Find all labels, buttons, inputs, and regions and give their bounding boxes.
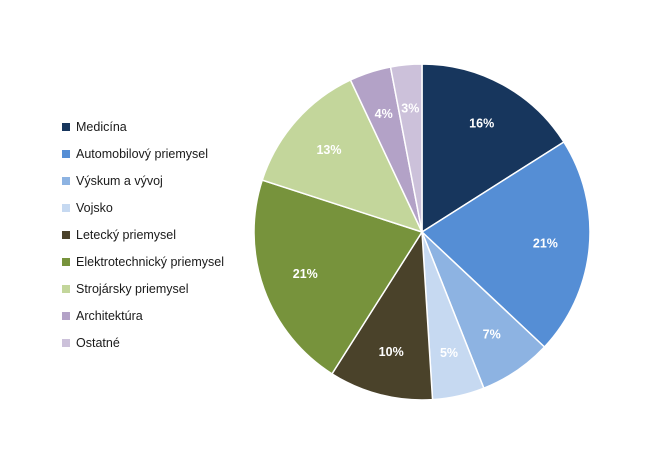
legend-item-medicina: Medicína: [62, 114, 224, 141]
legend-label: Automobilový priemysel: [76, 147, 208, 162]
legend-label: Výskum a vývoj: [76, 174, 163, 189]
pie-slice: [421, 63, 565, 234]
legend-item-strojarsky-priemysel: Strojársky priemysel: [62, 275, 224, 302]
legend-swatch: [62, 311, 70, 320]
legend-swatch: [62, 257, 70, 266]
legend-item-vyskum-a-vyvoj: Výskum a vývoj: [62, 168, 224, 195]
slice-data-label: 10%: [379, 345, 404, 359]
pie-slice: [330, 229, 434, 401]
slice-data-label: 21%: [533, 237, 558, 251]
pie-slice: [420, 140, 591, 349]
chart-legend: Medicína Automobilový priemysel Výskum a…: [62, 114, 224, 356]
pie-slice: [253, 179, 424, 375]
slice-data-label: 7%: [483, 328, 501, 342]
slice-data-label: 5%: [440, 346, 458, 360]
pie-slice: [389, 63, 423, 233]
legend-swatch: [62, 231, 70, 239]
legend-item-automobilovy-priemysel: Automobilový priemysel: [62, 141, 224, 168]
legend-swatch: [62, 150, 70, 159]
legend-label: Strojársky priemysel: [76, 281, 189, 296]
legend-item-ostatne: Ostatné: [62, 329, 224, 356]
legend-label: Medicína: [76, 120, 127, 135]
slice-data-label: 4%: [375, 107, 393, 121]
legend-swatch: [62, 123, 70, 132]
legend-label: Ostatné: [76, 335, 120, 350]
pie-slice: [261, 78, 424, 234]
legend-item-architektura: Architektúra: [62, 302, 224, 329]
legend-swatch: [62, 177, 70, 186]
legend-swatch: [62, 338, 70, 347]
legend-label: Letecký priemysel: [76, 228, 177, 242]
legend-label: Elektrotechnický priemysel: [76, 254, 224, 269]
slice-data-label: 21%: [293, 267, 318, 281]
slice-data-label: 16%: [469, 116, 494, 130]
legend-label: Vojsko: [76, 201, 113, 216]
legend-swatch: [62, 284, 70, 293]
legend-item-letecky-priemysel: Letecký priemysel: [62, 222, 224, 249]
slice-data-label: 13%: [316, 143, 341, 157]
slice-data-label: 3%: [401, 102, 419, 116]
legend-item-elektrotechnicky-priemysel: Elektrotechnický priemysel: [62, 248, 224, 275]
legend-swatch: [62, 204, 70, 213]
legend-label: Architektúra: [76, 308, 143, 323]
legend-item-vojsko: Vojsko: [62, 195, 224, 222]
